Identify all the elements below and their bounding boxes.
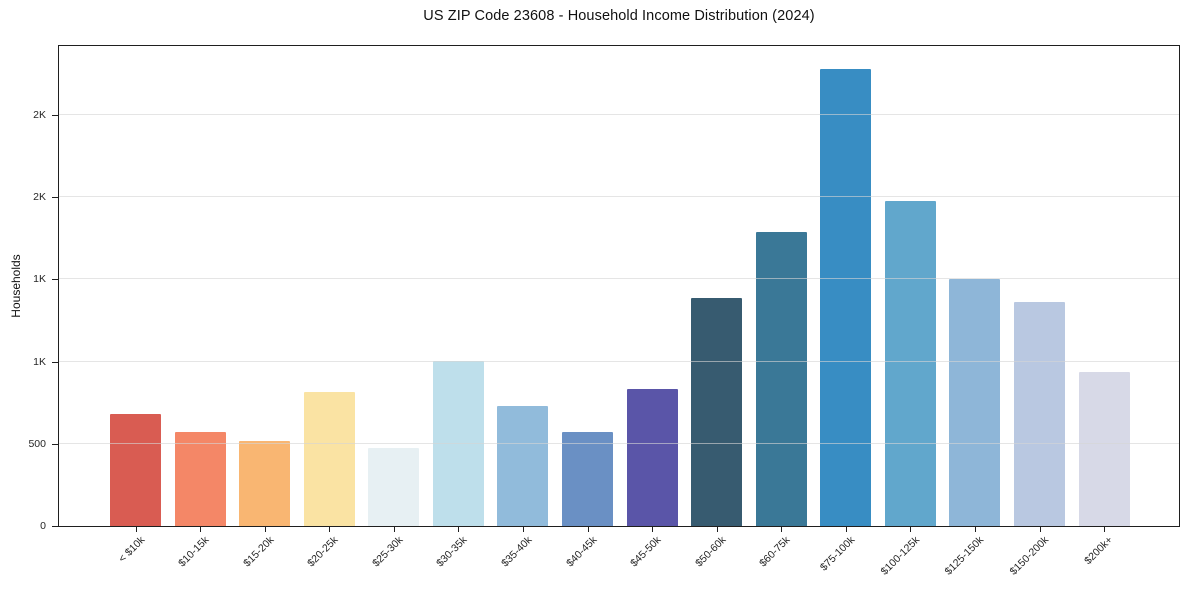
x-tick-label: $45-50k — [628, 534, 664, 570]
y-tick-label: 2K — [33, 109, 46, 121]
bar — [303, 392, 355, 526]
bar — [110, 414, 161, 526]
x-tick-label: $35-40k — [499, 534, 535, 570]
x-tick-label: $150-200k — [1007, 534, 1051, 578]
bar — [626, 388, 678, 526]
x-tick-mark — [910, 527, 912, 532]
x-tick-label: $30-35k — [434, 534, 470, 570]
gridline — [59, 114, 1179, 115]
x-tick-label: $75-100k — [817, 534, 858, 574]
bar — [561, 431, 613, 526]
bar — [1013, 302, 1065, 526]
plot-area — [58, 45, 1180, 527]
x-tick-mark — [264, 527, 266, 532]
x-tick-mark — [974, 527, 976, 532]
bar — [368, 447, 420, 526]
x-tick-mark — [1104, 527, 1105, 532]
x-tick-mark — [716, 527, 718, 532]
y-tick-label: 1K — [33, 355, 46, 368]
x-tick-label: $20-25k — [305, 534, 341, 570]
y-tick-label: 1K — [33, 273, 46, 286]
gridline — [59, 360, 1179, 362]
y-tick-mark — [52, 115, 58, 116]
bar — [497, 406, 549, 526]
x-tick-mark — [781, 527, 783, 532]
y-tick-mark — [52, 279, 58, 281]
bar — [174, 432, 226, 526]
bar — [239, 441, 291, 526]
x-tick-mark — [845, 527, 847, 532]
x-tick-label: $15-20k — [240, 534, 277, 570]
x-tick-label: $200k+ — [1082, 534, 1116, 568]
y-tick-mark — [52, 443, 58, 445]
x-tick-mark — [522, 527, 524, 532]
gridline — [59, 278, 1179, 280]
x-tick-label: $25-30k — [369, 534, 406, 570]
bar — [755, 231, 807, 526]
bar — [691, 298, 743, 526]
x-tick-label: $60-75k — [757, 534, 793, 570]
x-tick-label: $40-45k — [563, 534, 599, 570]
y-tick-mark — [52, 361, 58, 363]
y-tick-label: 2K — [33, 191, 46, 204]
bar — [949, 279, 1001, 526]
chart-title: US ZIP Code 23608 - Household Income Dis… — [423, 8, 815, 24]
x-tick-label: $125-150k — [942, 534, 987, 578]
x-tick-mark — [652, 527, 654, 532]
x-tick-mark — [587, 527, 589, 532]
gridline — [59, 196, 1179, 198]
gridline — [59, 442, 1179, 444]
x-tick-mark — [200, 527, 202, 532]
bar — [884, 200, 936, 526]
bar — [820, 69, 872, 526]
x-tick-label: $100-125k — [878, 534, 922, 578]
x-tick-mark — [329, 527, 331, 532]
bar — [1078, 371, 1130, 526]
x-tick-label: < $10k — [115, 534, 147, 565]
y-tick-label: 0 — [40, 520, 46, 532]
y-tick-label: 500 — [28, 437, 46, 450]
x-tick-mark — [1039, 527, 1041, 532]
x-tick-label: $50-60k — [692, 534, 729, 570]
x-tick-label: $10-15k — [176, 534, 212, 570]
x-tick-mark — [135, 527, 137, 532]
x-tick-mark — [393, 527, 395, 532]
y-tick-mark — [52, 526, 58, 527]
y-tick-mark — [52, 197, 58, 199]
x-tick-mark — [458, 527, 460, 532]
